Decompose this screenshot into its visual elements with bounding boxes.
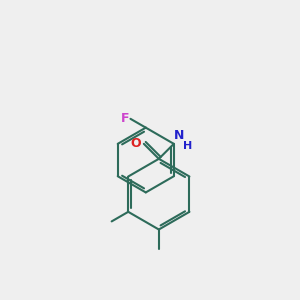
Text: N: N [174,129,184,142]
Text: O: O [131,137,142,150]
Text: F: F [121,112,129,125]
Text: H: H [183,141,193,151]
